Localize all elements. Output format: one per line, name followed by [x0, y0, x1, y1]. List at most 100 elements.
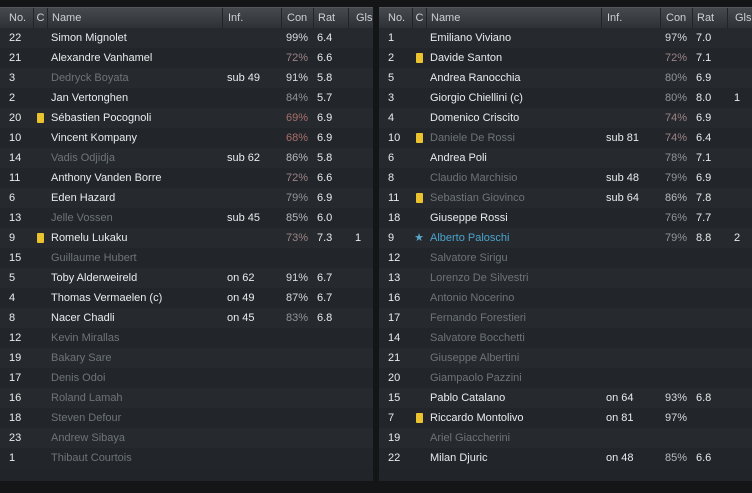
player-row[interactable]: 20 Giampaolo Pazzini [379, 368, 752, 388]
player-row[interactable]: 13 Lorenzo De Silvestri [379, 268, 752, 288]
player-row[interactable]: 10 Daniele De Rossi sub 81 74% 6.4 [379, 128, 752, 148]
player-row[interactable]: 4 Thomas Vermaelen (c) on 49 87% 6.7 [0, 288, 373, 308]
substitution-info [601, 48, 660, 68]
substitution-info [222, 388, 281, 408]
substitution-info: on 49 [227, 292, 255, 304]
condition-value: 91% [286, 272, 309, 284]
substitution-info [601, 428, 660, 448]
card-cell [412, 108, 426, 128]
player-row[interactable]: 3 Giorgio Chiellini (c) 80% 8.0 1 [379, 88, 752, 108]
condition-value [281, 248, 313, 268]
column-header-inf[interactable]: Inf. [222, 8, 281, 28]
player-row[interactable]: 2 Jan Vertonghen 84% 5.7 [0, 88, 373, 108]
substitution-info [601, 208, 660, 228]
player-row[interactable]: 7 Riccardo Montolivo on 81 97% [379, 408, 752, 428]
player-row[interactable]: 4 Domenico Criscito 74% 6.9 [379, 108, 752, 128]
player-name: Ariel Giaccherini [430, 432, 511, 444]
player-row[interactable]: 10 Vincent Kompany 68% 6.9 [0, 128, 373, 148]
substitution-info [222, 228, 281, 248]
player-name: Domenico Criscito [430, 112, 520, 124]
condition-value [281, 368, 313, 388]
condition-value: 72% [286, 172, 309, 184]
column-header-c[interactable]: C [33, 8, 47, 28]
condition-value [281, 328, 313, 348]
rating-value [313, 368, 348, 388]
player-row[interactable]: 18 Giuseppe Rossi 76% 7.7 [379, 208, 752, 228]
column-header-rat[interactable]: Rat [692, 8, 727, 28]
player-row[interactable]: 21 Alexandre Vanhamel 72% 6.6 [0, 48, 373, 68]
column-header-gls[interactable]: Gls [727, 8, 752, 28]
player-row[interactable]: 21 Giuseppe Albertini [379, 348, 752, 368]
condition-value [281, 448, 313, 468]
player-row[interactable]: 3 Dedryck Boyata sub 49 91% 5.8 [0, 68, 373, 88]
column-header-name[interactable]: Name [426, 8, 601, 28]
column-header-rat[interactable]: Rat [313, 8, 348, 28]
player-row[interactable]: 18 Steven Defour [0, 408, 373, 428]
player-row[interactable]: 5 Toby Alderweireld on 62 91% 6.7 [0, 268, 373, 288]
player-row[interactable]: 22 Milan Djuric on 48 85% 6.6 [379, 448, 752, 468]
player-row[interactable]: 2 Davide Santon 72% 7.1 [379, 48, 752, 68]
player-row[interactable]: 13 Jelle Vossen sub 45 85% 6.0 [0, 208, 373, 228]
column-header-gls[interactable]: Gls [348, 8, 373, 28]
player-row[interactable]: 19 Bakary Sare [0, 348, 373, 368]
player-name: Kevin Mirallas [51, 332, 120, 344]
player-row[interactable]: 14 Vadis Odjidja sub 62 86% 5.8 [0, 148, 373, 168]
player-name: Alexandre Vanhamel [51, 52, 153, 64]
player-row[interactable]: 16 Roland Lamah [0, 388, 373, 408]
player-row[interactable]: 6 Andrea Poli 78% 7.1 [379, 148, 752, 168]
player-row[interactable]: 8 Claudio Marchisio sub 48 79% 6.9 [379, 168, 752, 188]
substitution-info: on 62 [227, 272, 255, 284]
goals-value: 1 [355, 232, 362, 244]
player-row[interactable]: 14 Salvatore Bocchetti [379, 328, 752, 348]
player-row[interactable]: 15 Pablo Catalano on 64 93% 6.8 [379, 388, 752, 408]
player-number: 19 [388, 432, 401, 444]
rating-value: 5.7 [317, 92, 333, 104]
player-row[interactable]: 17 Fernando Forestieri [379, 308, 752, 328]
card-cell [412, 328, 426, 348]
condition-value: 93% [665, 392, 688, 404]
condition-value [660, 248, 692, 268]
goals-value [727, 248, 752, 268]
column-header-inf[interactable]: Inf. [601, 8, 660, 28]
rating-value [313, 408, 348, 428]
column-header-no[interactable]: No. [388, 12, 406, 24]
player-row[interactable]: 11 Sebastian Giovinco sub 64 86% 7.8 [379, 188, 752, 208]
player-row[interactable]: 12 Salvatore Sirigu [379, 248, 752, 268]
player-name: Lorenzo De Silvestri [430, 272, 529, 284]
player-number: 22 [388, 452, 401, 464]
goals-value [348, 208, 373, 228]
column-header-no[interactable]: No. [9, 12, 27, 24]
player-row[interactable]: 5 Andrea Ranocchia 80% 6.9 [379, 68, 752, 88]
player-row[interactable]: 6 Eden Hazard 79% 6.9 [0, 188, 373, 208]
player-row[interactable]: 22 Simon Mignolet 99% 6.4 [0, 28, 373, 48]
player-row[interactable]: 23 Andrew Sibaya [0, 428, 373, 448]
player-row[interactable]: 1 Thibaut Courtois [0, 448, 373, 468]
player-row[interactable]: 15 Guillaume Hubert [0, 248, 373, 268]
player-row[interactable]: 17 Denis Odoi [0, 368, 373, 388]
player-name: Simon Mignolet [51, 32, 127, 44]
player-row[interactable]: 12 Kevin Mirallas [0, 328, 373, 348]
column-header-con[interactable]: Con [660, 8, 692, 28]
player-number: 10 [9, 132, 22, 144]
player-row[interactable]: 20 Sébastien Pocognoli 69% 6.9 [0, 108, 373, 128]
bottom-bar [0, 481, 752, 493]
card-cell [412, 168, 426, 188]
player-row[interactable]: 19 Ariel Giaccherini [379, 428, 752, 448]
player-row[interactable]: 9 ★ Alberto Paloschi 79% 8.8 2 [379, 228, 752, 248]
player-row[interactable]: 16 Antonio Nocerino [379, 288, 752, 308]
condition-value: 79% [286, 192, 309, 204]
player-row[interactable]: 11 Anthony Vanden Borre 72% 6.6 [0, 168, 373, 188]
player-row[interactable]: 1 Emiliano Viviano 97% 7.0 [379, 28, 752, 48]
player-name: Eden Hazard [51, 192, 116, 204]
goals-value [727, 388, 752, 408]
column-header-name[interactable]: Name [47, 8, 222, 28]
yellow-card-icon [415, 133, 423, 143]
card-cell [33, 88, 47, 108]
card-cell [33, 128, 47, 148]
player-row[interactable]: 8 Nacer Chadli on 45 83% 6.8 [0, 308, 373, 328]
player-number: 5 [9, 272, 16, 284]
goals-value [727, 348, 752, 368]
player-row[interactable]: 9 Romelu Lukaku 73% 7.3 1 [0, 228, 373, 248]
column-header-c[interactable]: C [412, 8, 426, 28]
column-header-con[interactable]: Con [281, 8, 313, 28]
